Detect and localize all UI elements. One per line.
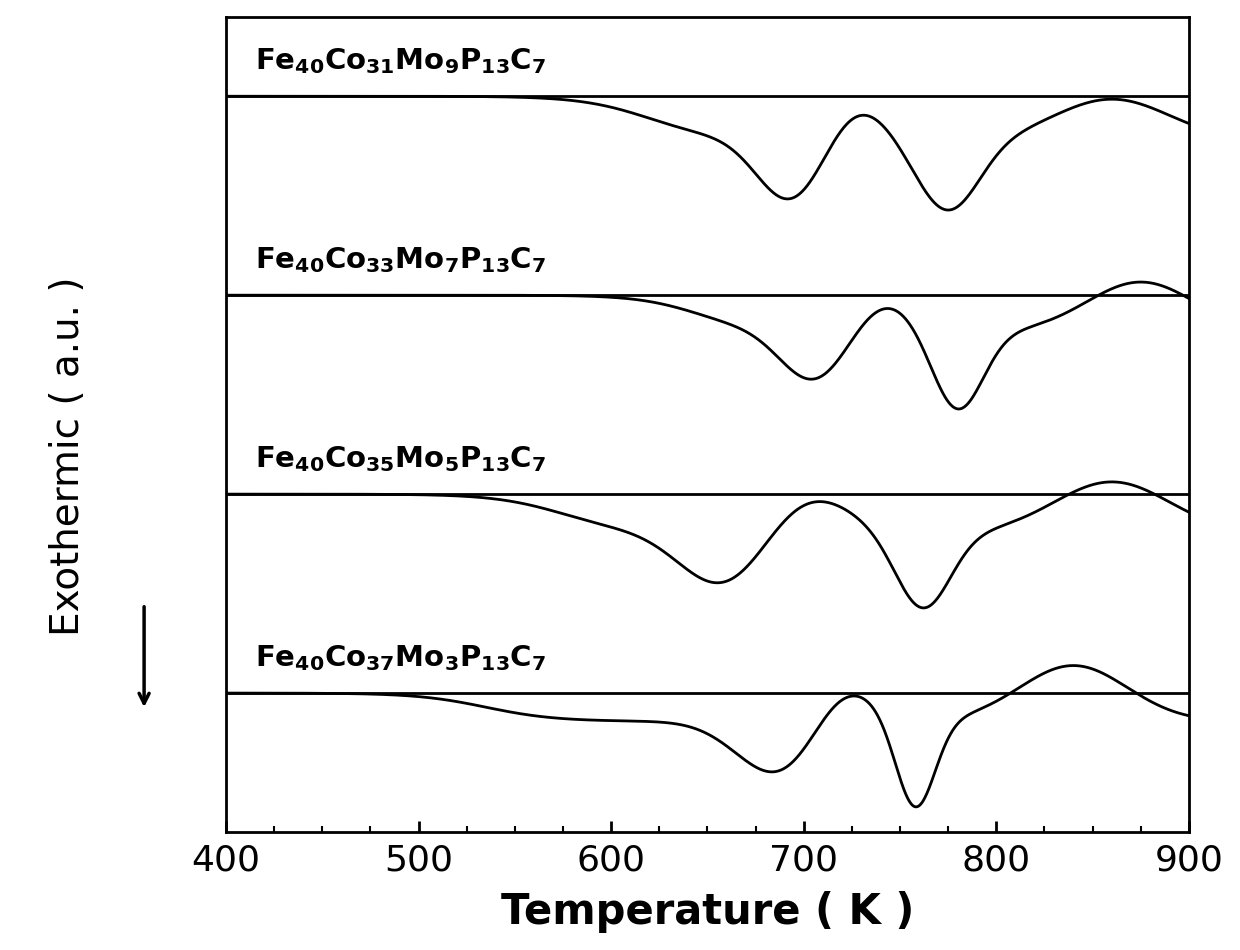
Text: $\mathbf{Fe_{40}Co_{37}Mo_{3}P_{13}C_7}$: $\mathbf{Fe_{40}Co_{37}Mo_{3}P_{13}C_7}$: [255, 643, 546, 674]
Text: $\mathbf{Fe_{40}Co_{31}Mo_{9}P_{13}C_7}$: $\mathbf{Fe_{40}Co_{31}Mo_{9}P_{13}C_7}$: [255, 47, 546, 76]
X-axis label: Temperature ( K ): Temperature ( K ): [501, 891, 914, 933]
Text: $\mathbf{Fe_{40}Co_{33}Mo_{7}P_{13}C_7}$: $\mathbf{Fe_{40}Co_{33}Mo_{7}P_{13}C_7}$: [255, 245, 546, 275]
Text: $\mathbf{Fe_{40}Co_{35}Mo_{5}P_{13}C_7}$: $\mathbf{Fe_{40}Co_{35}Mo_{5}P_{13}C_7}$: [255, 445, 546, 474]
Text: Exothermic ( a.u. ): Exothermic ( a.u. ): [50, 276, 87, 636]
